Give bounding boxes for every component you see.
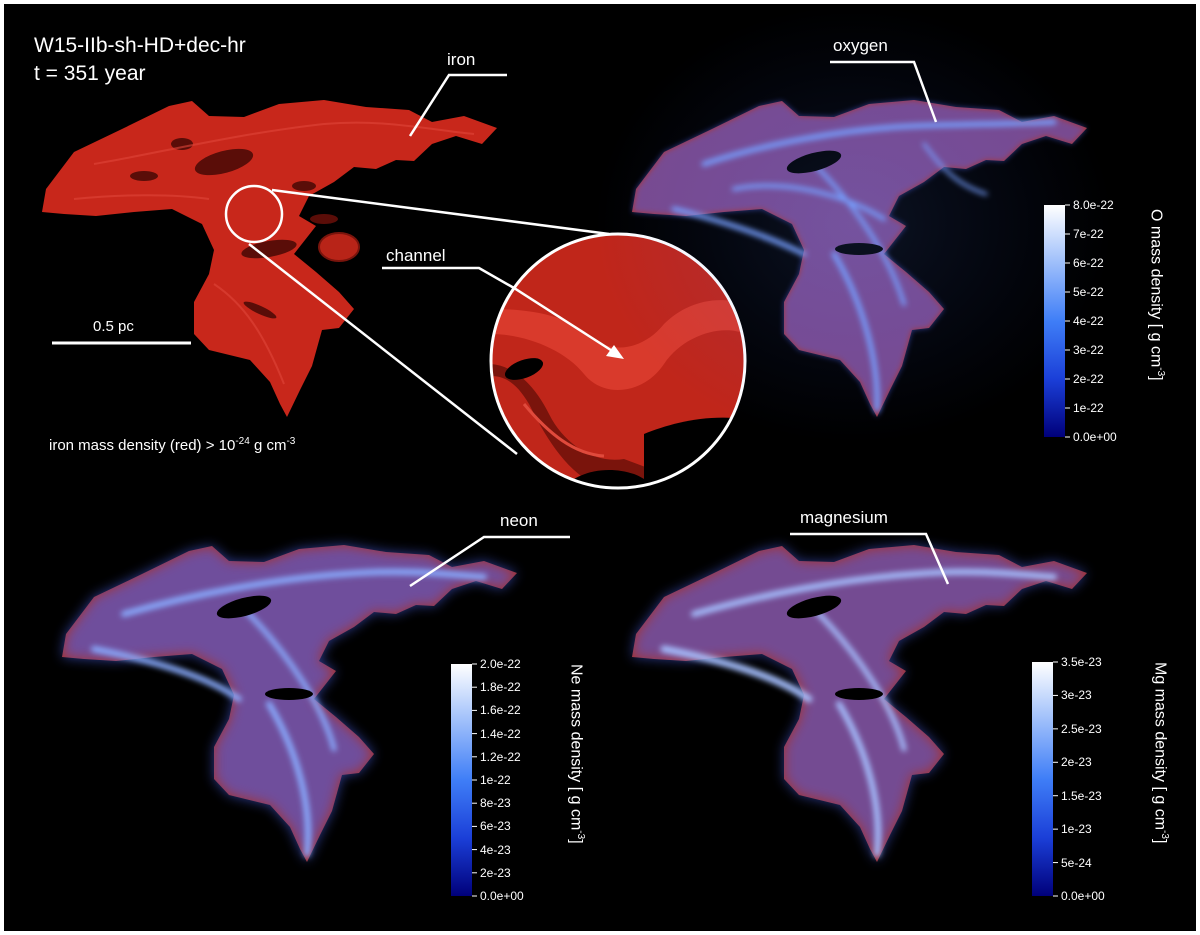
iron-callout-label: iron	[447, 50, 476, 69]
oxygen-colorbar	[1044, 205, 1065, 437]
magnesium-colorbar-title: Mg mass density [ g cm-3]	[1151, 662, 1170, 844]
channel-callout-label: channel	[386, 246, 446, 265]
magnesium-colorbar-tick-label: 2e-23	[1061, 755, 1092, 770]
neon-callout-label: neon	[500, 511, 538, 530]
neon-colorbar-tick-label: 1.4e-22	[480, 726, 521, 741]
iron-callout-leader	[408, 73, 507, 137]
oxygen-colorbar-tick-label: 2e-22	[1073, 372, 1104, 386]
iron-threshold-label: iron mass density (red) > 10-24 g cm-3	[49, 436, 296, 454]
oxygen-volume-render	[594, 4, 1114, 444]
magnesium-volume-render	[632, 545, 1087, 862]
neon-colorbar-tick-label: 6e-23	[480, 819, 511, 834]
oxygen-colorbar-tick-label: 7e-22	[1073, 227, 1104, 241]
neon-colorbar-tick-label: 1e-22	[480, 773, 511, 787]
magnesium-colorbar-tick-label: 1.5e-23	[1061, 788, 1102, 803]
zoom-source-circle	[224, 184, 284, 244]
magnesium-colorbar-tick-label: 1e-23	[1061, 822, 1092, 837]
oxygen-colorbar-tick-label: 0.0e+00	[1073, 430, 1117, 444]
oxygen-callout-leader	[830, 60, 938, 123]
neon-colorbar-tick-label: 2e-23	[480, 865, 511, 880]
oxygen-colorbar-title: O mass density [ g cm-3]	[1147, 209, 1166, 381]
neon-volume-render	[62, 545, 517, 862]
oxygen-colorbar-tick-label: 3e-22	[1073, 343, 1104, 357]
figure-canvas: W15-IIb-sh-HD+dec-hr t = 351 year iron c…	[4, 4, 1196, 931]
magnesium-colorbar-tick-label: 3.5e-23	[1061, 655, 1102, 669]
neon-colorbar-tick-label: 0.0e+00	[480, 889, 524, 903]
scale-bar-label: 0.5 pc	[93, 318, 134, 335]
iron-isosurface	[42, 100, 497, 417]
oxygen-callout-label: oxygen	[833, 36, 888, 55]
neon-colorbar-tick-label: 1.6e-22	[480, 703, 521, 718]
neon-colorbar-tick-label: 2.0e-22	[480, 657, 521, 671]
oxygen-colorbar-tick-label: 8.0e-22	[1073, 198, 1114, 212]
magnesium-colorbar-tick-label: 0.0e+00	[1061, 889, 1105, 903]
oxygen-colorbar-tick-label: 4e-22	[1073, 314, 1104, 328]
neon-colorbar-tick-label: 4e-23	[480, 842, 511, 857]
oxygen-colorbar-tick-label: 5e-22	[1073, 285, 1104, 299]
neon-colorbar-tick-label: 1.8e-22	[480, 680, 521, 695]
magnesium-callout-label: magnesium	[800, 508, 888, 527]
neon-colorbar-tick-label: 1.2e-22	[480, 749, 521, 764]
neon-colorbar-tick-label: 8e-23	[480, 796, 511, 811]
zoom-connector	[224, 184, 610, 455]
neon-colorbar	[451, 664, 472, 896]
magnesium-colorbar-tick-label: 5e-24	[1061, 855, 1092, 870]
magnesium-colorbar-tick-label: 2.5e-23	[1061, 721, 1102, 736]
magnesium-colorbar	[1032, 662, 1053, 896]
magnesium-colorbar-tick-label: 3e-23	[1061, 688, 1092, 703]
channel-callout-leader	[382, 266, 618, 356]
neon-callout-leader	[409, 535, 570, 588]
oxygen-colorbar-tick-label: 6e-22	[1073, 256, 1104, 270]
neon-colorbar-title: Ne mass density [ g cm-3]	[567, 664, 586, 844]
oxygen-colorbar-tick-label: 1e-22	[1073, 401, 1104, 415]
time-label: t = 351 year	[34, 62, 146, 85]
magnesium-callout-leader	[790, 532, 950, 585]
model-name: W15-IIb-sh-HD+dec-hr	[34, 34, 246, 57]
figure-graphics	[42, 4, 1114, 897]
colorbar-tick-marks	[472, 204, 1070, 897]
